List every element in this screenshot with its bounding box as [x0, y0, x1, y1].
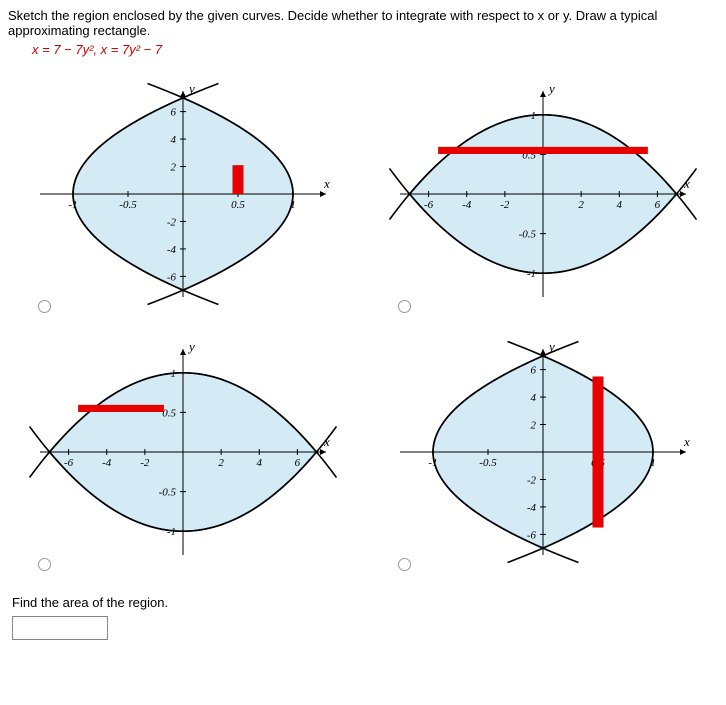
prompt-text: Sketch the region enclosed by the given …	[8, 8, 718, 38]
svg-text:1: 1	[650, 457, 656, 469]
svg-text:1: 1	[290, 199, 296, 211]
svg-text:-2: -2	[167, 216, 177, 228]
svg-text:-2: -2	[140, 457, 150, 469]
svg-text:x: x	[323, 434, 330, 449]
svg-text:0.5: 0.5	[162, 407, 176, 419]
svg-text:-6: -6	[424, 199, 434, 211]
svg-text:-1: -1	[68, 199, 77, 211]
svg-text:x: x	[683, 176, 690, 191]
svg-text:-4: -4	[462, 199, 472, 211]
svg-text:6: 6	[655, 199, 661, 211]
svg-text:-4: -4	[527, 502, 537, 514]
svg-text:-6: -6	[64, 457, 74, 469]
svg-text:2: 2	[218, 457, 224, 469]
svg-text:1: 1	[171, 368, 177, 380]
svg-text:-2: -2	[500, 199, 510, 211]
svg-text:x: x	[683, 434, 690, 449]
radio-top-right[interactable]	[398, 300, 411, 313]
svg-text:-1: -1	[167, 526, 176, 538]
svg-text:-2: -2	[527, 474, 537, 486]
svg-text:y: y	[187, 81, 195, 96]
svg-text:x: x	[323, 176, 330, 191]
svg-text:-0.5: -0.5	[119, 199, 137, 211]
plot-grid: -1-0.50.51-6-4-2246yx -6-4-2246-1-0.50.5…	[18, 69, 718, 577]
svg-text:y: y	[187, 339, 195, 354]
svg-text:6: 6	[531, 365, 537, 377]
svg-text:-1: -1	[527, 268, 536, 280]
svg-text:-0.5: -0.5	[479, 457, 497, 469]
answer-input[interactable]	[12, 616, 108, 640]
svg-text:6: 6	[171, 107, 177, 119]
svg-text:4: 4	[531, 392, 537, 404]
radio-bottom-right[interactable]	[398, 558, 411, 571]
svg-text:-1: -1	[428, 457, 437, 469]
svg-text:y: y	[547, 339, 555, 354]
svg-text:4: 4	[617, 199, 623, 211]
option-bottom-right[interactable]: -1-0.50.51-6-4-2246yx	[378, 327, 718, 577]
option-top-left[interactable]: -1 -0.5 0.5 1 -6 -4 -2 2 4 6y x	[18, 69, 358, 319]
svg-text:4: 4	[171, 134, 177, 146]
plot-top-right: -6-4-2246-1-0.50.51yx	[378, 69, 708, 319]
svg-text:-4: -4	[167, 244, 177, 256]
plot-bottom-left: -6 -4 -2 2 4 6 -1 -0.5 0.5 1 y x	[18, 327, 348, 577]
svg-text:-6: -6	[167, 271, 177, 283]
svg-text:y: y	[547, 81, 555, 96]
svg-text:-6: -6	[527, 529, 537, 541]
svg-text:1: 1	[531, 110, 537, 122]
plot-top-left: -1 -0.5 0.5 1 -6 -4 -2 2 4 6y x	[18, 69, 348, 319]
option-bottom-left[interactable]: -6 -4 -2 2 4 6 -1 -0.5 0.5 1 y x	[18, 327, 358, 577]
svg-text:-0.5: -0.5	[519, 229, 537, 241]
radio-bottom-left[interactable]	[38, 558, 51, 571]
svg-text:2: 2	[578, 199, 584, 211]
svg-text:-0.5: -0.5	[159, 487, 177, 499]
plot-bottom-right: -1-0.50.51-6-4-2246yx	[378, 327, 708, 577]
svg-text:-4: -4	[102, 457, 112, 469]
svg-text:0.5: 0.5	[231, 199, 245, 211]
radio-top-left[interactable]	[38, 300, 51, 313]
option-top-right[interactable]: -6-4-2246-1-0.50.51yx	[378, 69, 718, 319]
svg-text:2: 2	[531, 420, 537, 432]
svg-text:4: 4	[257, 457, 263, 469]
svg-text:2: 2	[171, 162, 177, 174]
svg-text:6: 6	[295, 457, 301, 469]
find-area-text: Find the area of the region.	[12, 595, 718, 610]
equations: x = 7 − 7y², x = 7y² − 7	[32, 42, 718, 57]
